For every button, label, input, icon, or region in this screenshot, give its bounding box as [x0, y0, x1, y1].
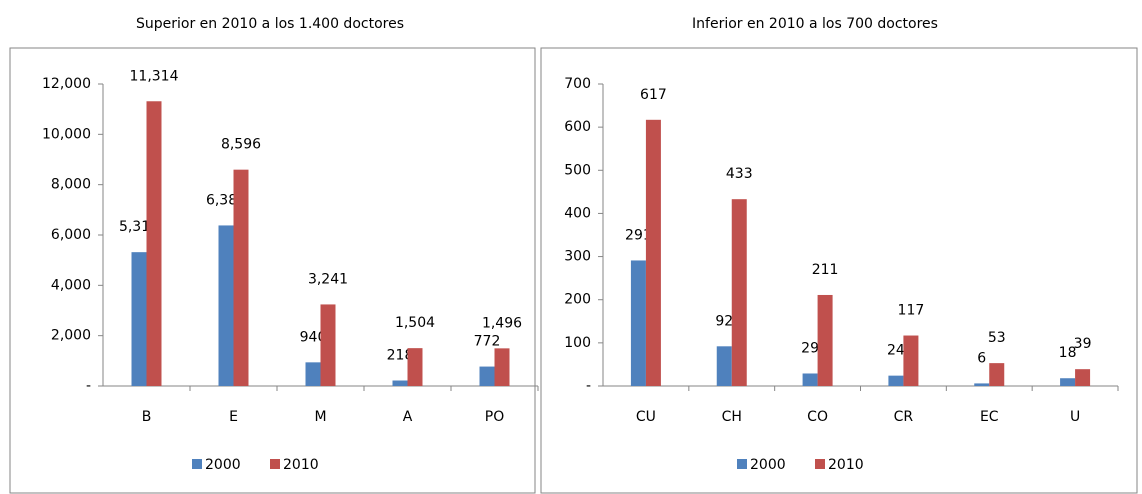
- y-tick-label: 300: [564, 249, 591, 265]
- data-label: 291: [625, 227, 652, 243]
- y-tick-label: 2,000: [51, 328, 91, 344]
- bar: [1060, 378, 1076, 386]
- x-tick-label: M: [314, 409, 326, 425]
- bar: [218, 225, 234, 386]
- legend-swatch: [270, 459, 280, 469]
- bar: [407, 348, 423, 386]
- data-label: 29: [801, 340, 819, 356]
- y-tick-label: 500: [564, 162, 591, 178]
- data-label: 617: [640, 87, 667, 103]
- chart-title: Inferior en 2010 a los 700 doctores: [692, 16, 938, 32]
- legend-label: 2010: [828, 457, 864, 473]
- legend-label: 2000: [750, 457, 786, 473]
- x-tick-label: CO: [807, 409, 828, 425]
- bar: [731, 199, 747, 386]
- bar: [716, 346, 732, 386]
- y-tick-label: -: [586, 378, 591, 394]
- y-tick-label: 6,000: [51, 227, 91, 243]
- y-tick-label: 200: [564, 292, 591, 308]
- x-tick-label: B: [142, 409, 152, 425]
- bar: [233, 169, 249, 386]
- x-tick-label: A: [403, 409, 413, 425]
- legend-swatch: [192, 459, 202, 469]
- y-tick-label: 4,000: [51, 277, 91, 293]
- x-tick-label: U: [1070, 409, 1080, 425]
- bar: [903, 335, 919, 386]
- y-tick-label: 10,000: [42, 126, 91, 142]
- legend-swatch: [815, 459, 825, 469]
- bar: [974, 383, 990, 386]
- data-label: 8,596: [221, 137, 261, 153]
- chart-frame: [9, 47, 536, 494]
- x-tick-label: E: [229, 409, 238, 425]
- data-label: 3,241: [308, 271, 348, 287]
- legend-label: 2000: [205, 457, 241, 473]
- bar: [645, 119, 661, 387]
- x-tick-label: PO: [485, 409, 504, 425]
- data-label: 211: [812, 262, 839, 278]
- data-label: 940: [300, 329, 327, 345]
- legend-label: 2010: [283, 457, 319, 473]
- data-label: 53: [988, 330, 1006, 346]
- bar: [630, 260, 646, 386]
- data-label: 1,496: [482, 315, 522, 331]
- bar: [320, 304, 336, 386]
- chart-title: Superior en 2010 a los 1.400 doctores: [136, 16, 404, 32]
- data-label: 18: [1059, 345, 1077, 361]
- bar: [802, 373, 818, 386]
- data-label: 11,314: [130, 68, 179, 84]
- y-tick-label: 700: [564, 76, 591, 92]
- data-label: 218: [387, 348, 414, 364]
- bar: [131, 252, 147, 386]
- y-tick-label: 400: [564, 205, 591, 221]
- data-label: 24: [887, 343, 905, 359]
- bar: [146, 101, 162, 386]
- bar: [392, 380, 408, 386]
- bar: [479, 366, 495, 386]
- data-label: 1,504: [395, 315, 435, 331]
- data-label: 6: [977, 350, 986, 366]
- data-label: 433: [726, 166, 753, 182]
- data-label: 39: [1074, 336, 1092, 352]
- y-tick-label: 8,000: [51, 177, 91, 193]
- bar: [1075, 369, 1091, 386]
- y-tick-label: 100: [564, 335, 591, 351]
- data-label: 92: [715, 313, 733, 329]
- data-label: 117: [898, 303, 925, 319]
- chart-frame: [540, 47, 1138, 494]
- x-tick-label: CR: [894, 409, 914, 425]
- x-tick-label: CH: [722, 409, 742, 425]
- x-tick-label: EC: [980, 409, 999, 425]
- data-label: 772: [474, 334, 501, 350]
- y-tick-label: -: [86, 378, 91, 394]
- x-tick-label: CU: [636, 409, 656, 425]
- bar: [305, 362, 321, 386]
- y-tick-label: 12,000: [42, 76, 91, 92]
- bar: [494, 348, 510, 386]
- bar: [817, 294, 833, 386]
- y-tick-label: 600: [564, 119, 591, 135]
- bar: [888, 375, 904, 386]
- legend-swatch: [737, 459, 747, 469]
- bar: [989, 363, 1005, 386]
